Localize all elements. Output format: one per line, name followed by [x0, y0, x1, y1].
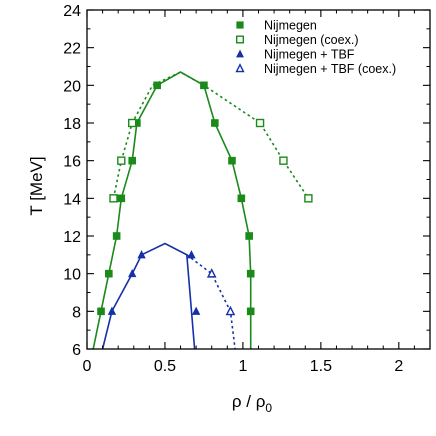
point-s2-6: [304, 194, 313, 203]
curve-1: [92, 71, 252, 349]
x-tick-label: 2: [394, 358, 403, 375]
x-tick-label: 1: [238, 358, 247, 375]
plot-frame: [86, 9, 431, 350]
curve-3: [101, 242, 196, 349]
ticks-layer: 0 0.5 1 1.5 2 6 8 10 12 14 16 18 20 22 24: [63, 3, 430, 375]
point-s2-2: [117, 156, 126, 165]
markers-layer: [97, 81, 313, 316]
x-tick-label: 0: [83, 358, 92, 375]
legend-label-3: Nijmegen + TBF: [264, 48, 355, 62]
x-axis-label: ρ / ρ0: [232, 392, 273, 415]
point-s1-5: [128, 156, 137, 165]
point-s2-5: [279, 156, 288, 165]
point-s1-8: [200, 81, 208, 90]
y-tick-label: 10: [63, 267, 81, 284]
point-s1-4: [117, 194, 126, 203]
legend-marker-3: [236, 49, 244, 58]
point-s3-4: [187, 250, 196, 259]
y-tick-label: 20: [63, 78, 81, 95]
y-tick-label: 14: [63, 191, 81, 208]
point-s3-2: [128, 268, 137, 278]
point-s3-3: [137, 250, 146, 259]
x-axis-label-rho: ρ / ρ: [232, 392, 266, 411]
legend-marker-1: [236, 21, 244, 29]
legend-label-1: Nijmegen: [264, 19, 317, 33]
legend-label-4: Nijmegen + TBF (coex.): [264, 62, 396, 76]
curve-2: [112, 71, 310, 199]
point-s1-14: [246, 307, 255, 316]
point-s1-1: [97, 307, 105, 316]
legend-marker-2: [235, 35, 244, 44]
point-s1-10: [228, 156, 236, 165]
point-s1-3: [112, 232, 121, 240]
point-s1-2: [105, 269, 113, 278]
x-axis-label-subscript: 0: [265, 401, 272, 415]
curves-layer: [92, 71, 310, 349]
point-s1-7: [153, 81, 161, 90]
point-s1-9: [211, 119, 219, 127]
y-tick-label: 6: [72, 342, 81, 359]
point-s4-2: [225, 305, 236, 316]
y-tick-label: 18: [63, 116, 81, 133]
point-s2-4: [255, 118, 265, 128]
point-s1-13: [246, 269, 255, 278]
legend-label-2: Nijmegen (coex.): [264, 33, 358, 47]
y-tick-label: 12: [63, 229, 81, 246]
point-s2-3: [128, 118, 137, 128]
legend-marker-4: [235, 63, 245, 73]
y-tick-label: 22: [63, 41, 81, 58]
x-tick-label: 0.5: [154, 358, 176, 375]
point-s3-1: [107, 306, 117, 315]
y-tick-label: 8: [72, 304, 81, 321]
point-s4-1: [206, 268, 217, 278]
point-s1-12: [245, 232, 253, 240]
x-tick-label: 1.5: [310, 358, 332, 375]
y-axis-label: T [MeV]: [27, 156, 46, 215]
y-tick-label: 16: [63, 154, 81, 171]
point-s1-11: [237, 194, 246, 203]
point-s2-1: [109, 194, 118, 203]
point-s3-5: [191, 306, 201, 315]
y-tick-label: 24: [63, 3, 81, 20]
